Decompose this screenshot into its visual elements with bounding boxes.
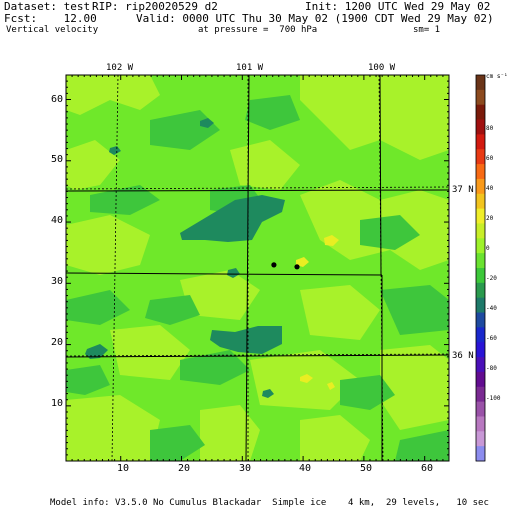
x-tick-label: 50 xyxy=(360,463,373,474)
colorbar-label: -20 xyxy=(486,275,497,282)
colorbar-swatch xyxy=(476,282,485,299)
init-time: Init: 1200 UTC Wed 29 May 02 xyxy=(305,0,491,13)
light-green-regions xyxy=(66,75,449,461)
colorbar-swatch xyxy=(476,431,485,447)
colorbar-label: 80 xyxy=(486,125,494,132)
colorbar-label: -40 xyxy=(486,305,497,312)
colorbar-label: 20 xyxy=(486,215,494,222)
field-name: Vertical velocity xyxy=(6,25,99,35)
colorbar-swatch xyxy=(476,386,485,403)
green-regions xyxy=(66,95,449,461)
city-marker xyxy=(294,264,300,270)
colorbar-swatch xyxy=(476,342,485,358)
city-markers xyxy=(271,262,300,270)
boundary-line xyxy=(379,74,382,276)
colorbar-label: -100 xyxy=(486,395,501,402)
y-tick-label: 20 xyxy=(51,337,64,348)
colorbar-swatch xyxy=(476,401,485,417)
colorbar-label: 40 xyxy=(486,185,494,192)
colorbar-swatch xyxy=(476,312,485,328)
smoothing-label: sm= 1 xyxy=(413,25,441,35)
x-tick-label: 40 xyxy=(299,463,312,474)
vertical-velocity-field xyxy=(66,75,449,461)
colorbar-swatch xyxy=(476,238,485,254)
state-boundaries xyxy=(65,74,450,462)
pressure-level: at pressure = 700 hPa xyxy=(198,25,318,35)
colorbar-swatch xyxy=(476,164,485,180)
longitude-label: 102 W xyxy=(106,63,134,73)
rip-label: RIP: rip20020529 d2 xyxy=(92,0,218,13)
boundary-line xyxy=(245,74,250,462)
x-tick-label: 60 xyxy=(421,463,434,474)
colorbar-swatch xyxy=(476,208,485,224)
boundary-line xyxy=(65,354,450,358)
teal-regions xyxy=(85,118,285,398)
dataset-label: Dataset: test xyxy=(4,0,91,13)
colorbar-swatch xyxy=(476,297,485,314)
colorbar-label: -80 xyxy=(486,365,497,372)
colorbar-swatch xyxy=(476,416,485,432)
y-tick-label: 30 xyxy=(51,276,64,287)
graticule xyxy=(65,74,450,462)
y-tick-label: 10 xyxy=(51,398,64,409)
colorbar-swatch xyxy=(476,253,485,269)
colorbar-units: cm s⁻¹ xyxy=(486,73,508,80)
x-tick-label: 30 xyxy=(239,463,252,474)
boundary-line xyxy=(65,189,450,192)
colorbar-swatch xyxy=(476,446,485,462)
colorbar-swatch xyxy=(476,75,485,91)
x-tick-label: 20 xyxy=(178,463,191,474)
colorbar-swatch xyxy=(476,149,485,165)
colorbar-swatch xyxy=(476,104,485,121)
model-info: Model info: V3.5.0 No Cumulus Blackadar … xyxy=(50,498,489,508)
longitude-label: 101 W xyxy=(236,63,264,73)
longitude-label: 100 W xyxy=(368,63,396,73)
colorbar-swatch xyxy=(476,223,485,239)
colorbar-swatch xyxy=(476,327,485,343)
colorbar-swatch xyxy=(476,268,485,284)
colorbar-swatch xyxy=(476,193,485,210)
boundary-line xyxy=(65,272,383,276)
x-axis-ticks xyxy=(65,75,450,461)
colorbar-swatch xyxy=(476,134,485,150)
meridian-100w xyxy=(378,74,384,462)
y-tick-label: 60 xyxy=(51,94,64,105)
colorbar-frame xyxy=(475,74,486,462)
colorbar-swatch xyxy=(476,178,485,195)
y-axis-ticks xyxy=(66,74,449,462)
latitude-label: 36 N xyxy=(452,351,474,361)
latitude-label: 37 N xyxy=(452,185,474,195)
yellow-regions xyxy=(296,235,339,390)
x-tick-label: 10 xyxy=(117,463,130,474)
colorbar-label: -60 xyxy=(486,335,497,342)
colorbar-swatch xyxy=(476,119,485,135)
colorbar xyxy=(476,75,485,462)
colorbar-swatch xyxy=(476,371,485,388)
plot-frame xyxy=(65,74,450,462)
city-marker xyxy=(271,262,277,268)
colorbar-label: 60 xyxy=(486,155,494,162)
y-tick-label: 40 xyxy=(51,215,64,226)
colorbar-label: 0 xyxy=(486,245,490,252)
colorbar-swatch xyxy=(476,357,485,373)
forecast-hour: Fcst: 12.00 xyxy=(4,12,97,25)
y-tick-label: 50 xyxy=(51,154,64,165)
colorbar-swatch xyxy=(476,89,485,106)
meridian-102w xyxy=(111,74,119,462)
valid-time: Valid: 0000 UTC Thu 30 May 02 (1900 CDT … xyxy=(136,12,494,25)
